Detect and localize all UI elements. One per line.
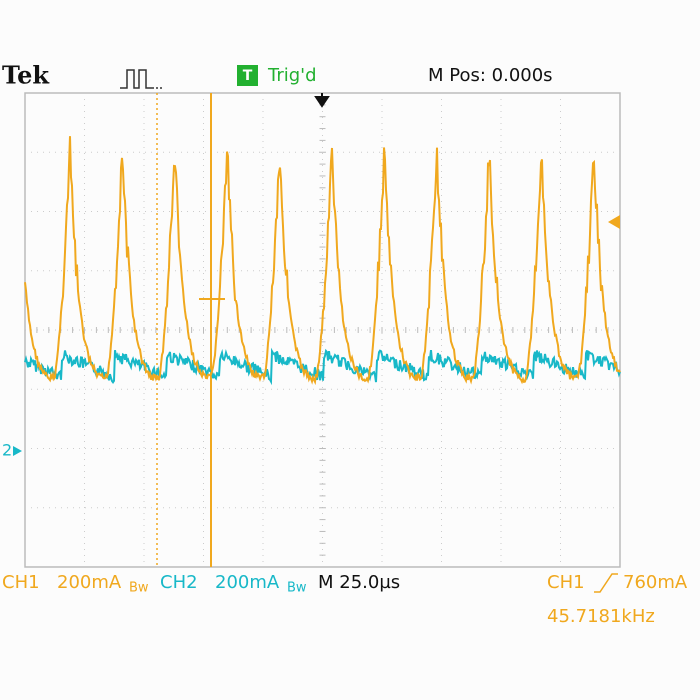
timebase: M 25.0µs — [318, 572, 400, 593]
frequency: 45.7181kHz — [547, 606, 655, 627]
horizontal-position: M Pos: 0.000s — [428, 65, 553, 86]
trigger-icon-box — [237, 65, 258, 86]
ch2-marker-arrow — [13, 446, 22, 456]
trigger-icon: T — [243, 68, 253, 84]
ch1-waveform — [24, 136, 621, 386]
ch2-label: CH2 — [160, 572, 198, 593]
acquire-icon — [120, 69, 152, 89]
trigger-level: 760mA — [623, 572, 688, 593]
trigger-level-arrow — [608, 215, 620, 229]
trigger-slope — [594, 573, 618, 593]
ch2-scale: 200mA — [215, 572, 280, 593]
ch1-label: CH1 — [2, 572, 40, 593]
trigger-state: Trig'd — [267, 65, 317, 86]
trigger-source: CH1 — [547, 572, 585, 593]
ch1-bandwidth: Bw — [129, 581, 149, 596]
ch1-scale: 200mA — [57, 572, 122, 593]
ch2-bandwidth: Bw — [287, 581, 307, 596]
ch2-marker: 2 — [2, 441, 12, 460]
brand: Tek — [2, 61, 50, 90]
ch2-waveform — [24, 347, 621, 386]
trigger-position-arrow — [314, 93, 330, 108]
